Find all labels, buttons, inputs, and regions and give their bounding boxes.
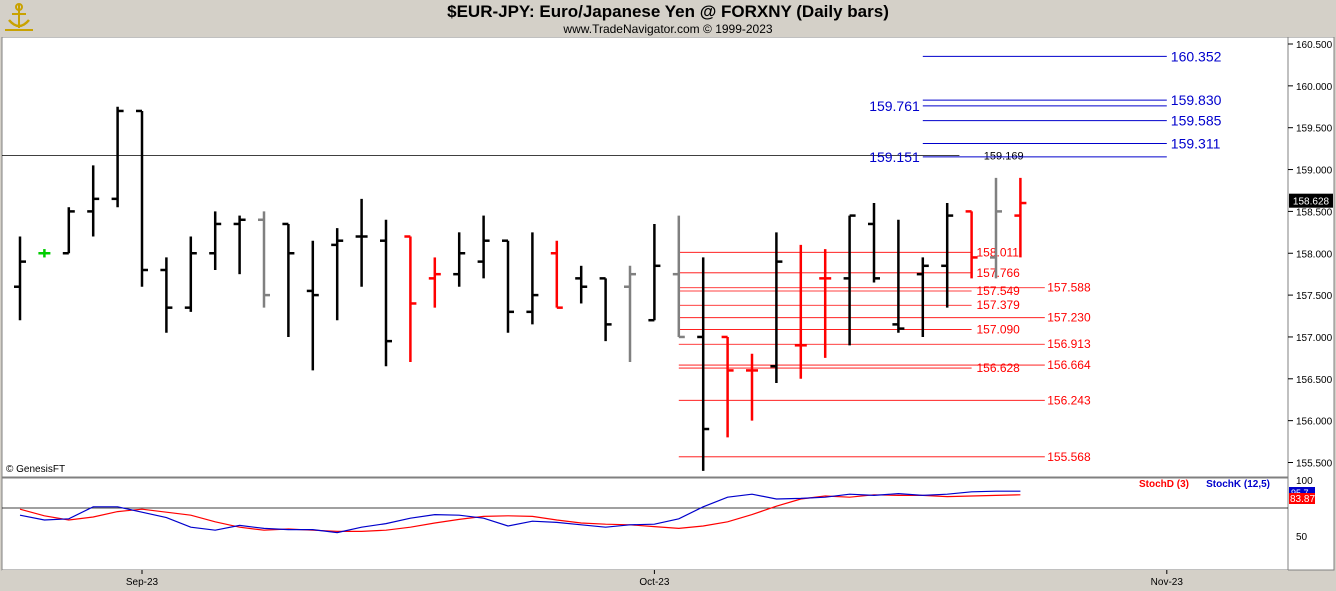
ohlc-bar xyxy=(770,232,783,383)
trade-navigator-logo-icon xyxy=(2,2,36,34)
ohlc-bar xyxy=(794,244,807,379)
ohlc-bar xyxy=(184,236,197,312)
ohlc-bar xyxy=(965,210,978,279)
resistance-line-label: 159.169 xyxy=(984,150,1024,162)
stoch-axis-label: 100 xyxy=(1296,476,1313,487)
ohlc-bar xyxy=(550,240,563,309)
fib-level-label: 156.913 xyxy=(1047,337,1091,351)
ohlc-bar xyxy=(502,239,514,333)
price-axis-label: 160.500 xyxy=(1296,40,1333,51)
ohlc-bar xyxy=(624,265,636,363)
stoch-line xyxy=(19,494,1021,533)
price-axis-label: 155.500 xyxy=(1296,459,1333,470)
price-axis-label: 157.000 xyxy=(1296,333,1333,344)
ohlc-bar xyxy=(282,222,295,337)
price-axis-label: 158.500 xyxy=(1296,207,1333,218)
stoch-axis-label: 50 xyxy=(1296,532,1308,543)
date-axis-label: Nov-23 xyxy=(1151,577,1184,588)
ohlc-bar xyxy=(87,165,100,237)
ohlc-bar xyxy=(111,106,124,208)
chart-header: $EUR-JPY: Euro/Japanese Yen @ FORXNY (Da… xyxy=(0,0,1336,37)
projection-level-label: 159.830 xyxy=(1171,92,1222,108)
ohlc-bar xyxy=(355,198,368,287)
price-axis-label: 156.500 xyxy=(1296,375,1333,386)
projection-level-label: 160.352 xyxy=(1171,48,1222,64)
ohlc-bar xyxy=(62,207,75,255)
ohlc-bar xyxy=(160,257,173,333)
copyright-label: © GenesisFT xyxy=(6,464,65,475)
price-axis-label: 159.000 xyxy=(1296,166,1333,177)
stoch-line xyxy=(19,490,1021,534)
date-axis-label: Oct-23 xyxy=(639,577,669,588)
ohlc-bar xyxy=(14,236,26,321)
projection-level-label: 159.585 xyxy=(1171,113,1222,129)
chart-subtitle: www.TradeNavigator.com © 1999-2023 xyxy=(563,22,773,36)
ohlc-bar xyxy=(526,232,539,325)
ohlc-bar xyxy=(990,177,1002,279)
ohlc-bar xyxy=(599,277,612,342)
stoch-d-legend: StochD (3) xyxy=(1139,479,1189,490)
ohlc-bar xyxy=(380,219,392,367)
ohlc-bar xyxy=(1014,177,1027,258)
price-axis xyxy=(1287,36,1335,571)
ohlc-bar xyxy=(477,215,490,279)
fib-level-label: 157.379 xyxy=(976,298,1020,312)
ohlc-bar xyxy=(868,203,880,283)
price-axis-label: 156.000 xyxy=(1296,417,1333,428)
fib-level-label: 157.549 xyxy=(976,284,1020,298)
ohlc-bar xyxy=(404,235,417,363)
ohlc-bar xyxy=(697,257,710,471)
ohlc-bar xyxy=(233,215,246,275)
date-axis xyxy=(2,570,1288,590)
price-axis-label: 157.500 xyxy=(1296,291,1333,302)
ohlc-bar xyxy=(428,257,441,308)
projection-level-label: 159.761 xyxy=(869,98,920,114)
projection-level-label: 159.311 xyxy=(1171,136,1221,152)
last-price-label: 158.628 xyxy=(1293,197,1330,208)
last-price-box xyxy=(1289,193,1333,208)
ohlc-bar xyxy=(331,228,344,321)
fib-level-label: 156.664 xyxy=(1047,358,1091,372)
fib-level-label: 157.588 xyxy=(1047,281,1091,295)
ohlc-bar xyxy=(38,249,51,258)
ohlc-bar xyxy=(648,223,661,322)
price-plot-area xyxy=(1,36,1289,478)
stoch-k-legend: StochK (12,5) xyxy=(1206,479,1270,490)
ohlc-bar xyxy=(892,219,905,333)
price-axis-label: 159.500 xyxy=(1296,124,1333,135)
ohlc-bar xyxy=(209,211,222,270)
ohlc-bar xyxy=(721,335,734,438)
projection-level-label: 159.151 xyxy=(869,149,920,165)
ohlc-bar xyxy=(453,232,466,287)
ohlc-bar xyxy=(672,215,685,339)
ohlc-bar xyxy=(746,353,758,421)
fib-level-label: 157.230 xyxy=(1047,311,1091,325)
ohlc-bar xyxy=(136,109,148,287)
ohlc-bar xyxy=(258,211,270,308)
ohlc-bar xyxy=(916,257,929,337)
fib-level-label: 156.628 xyxy=(976,361,1020,375)
price-axis-label: 158.000 xyxy=(1296,249,1333,260)
ohlc-bar xyxy=(819,249,832,358)
ohlc-bar xyxy=(941,203,954,308)
chart-title: $EUR-JPY: Euro/Japanese Yen @ FORXNY (Da… xyxy=(447,2,889,21)
ohlc-bar xyxy=(575,265,588,304)
stoch-d-value: 83.87 xyxy=(1290,494,1315,505)
fib-level-label: 155.568 xyxy=(1047,450,1091,464)
price-axis-label: 160.000 xyxy=(1296,82,1333,93)
fib-level-label: 157.090 xyxy=(976,322,1020,336)
ohlc-bar xyxy=(306,240,319,371)
date-axis-label: Sep-23 xyxy=(126,577,159,588)
fib-level-label: 158.011 xyxy=(976,245,1019,259)
stoch-d-value-box xyxy=(1289,493,1315,504)
stoch-k-value-box xyxy=(1289,487,1315,497)
fib-level-label: 156.243 xyxy=(1047,393,1091,407)
fib-level-label: 157.766 xyxy=(976,266,1020,280)
ohlc-bar xyxy=(843,214,856,346)
